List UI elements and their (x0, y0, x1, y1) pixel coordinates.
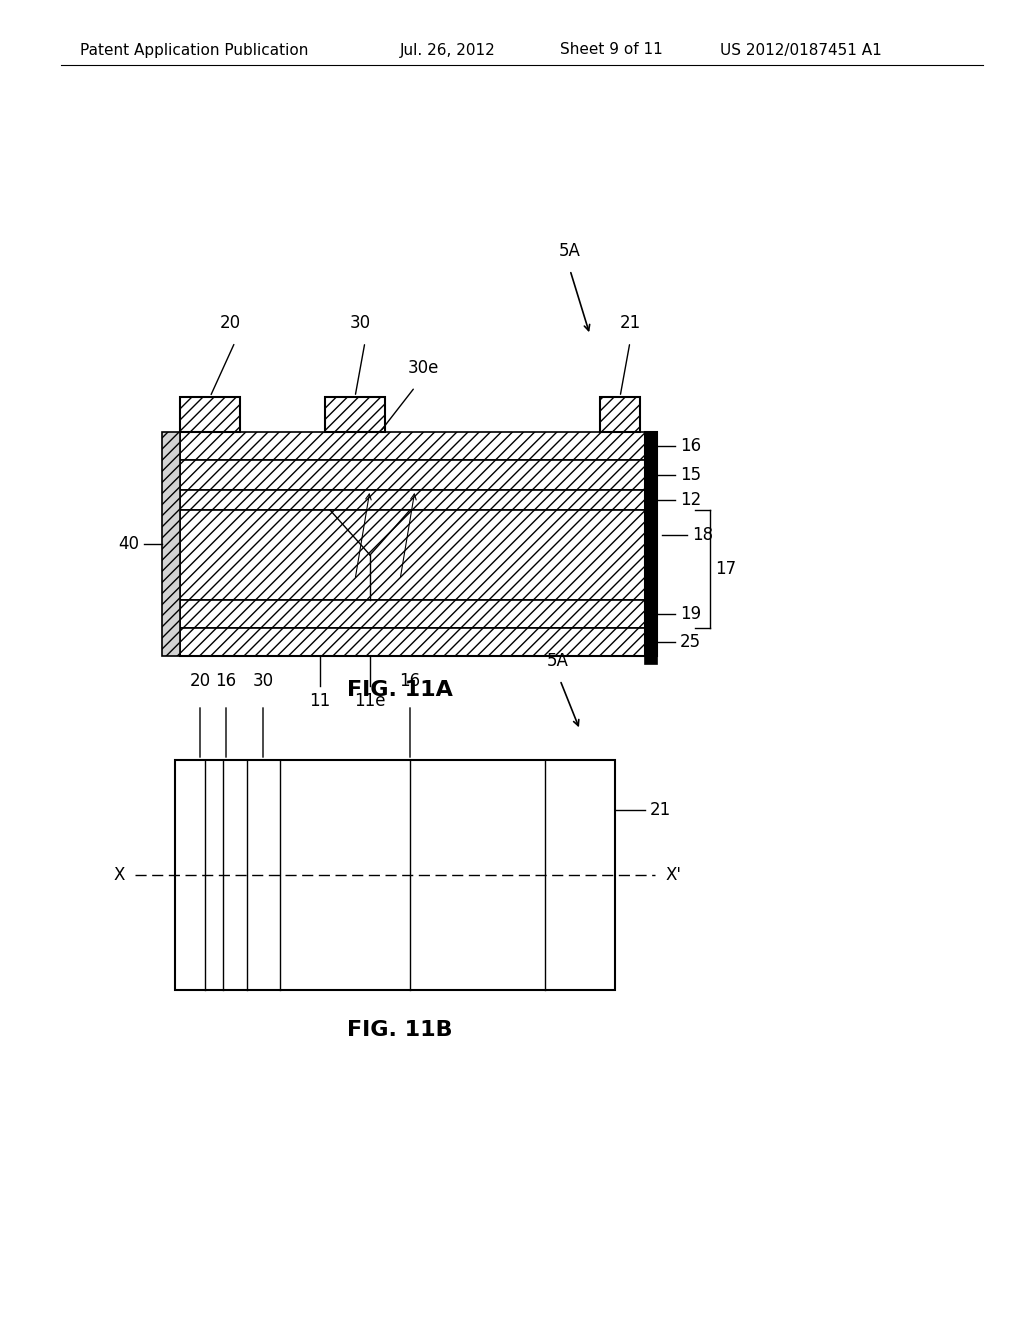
Bar (645, 432, 657, 656)
Text: X: X (114, 866, 125, 884)
Text: 11e: 11e (354, 692, 386, 710)
Text: 25: 25 (680, 634, 701, 651)
Bar (180, 490, 645, 510)
Text: 21: 21 (650, 801, 672, 818)
Text: X': X' (665, 866, 681, 884)
Text: 15: 15 (680, 466, 701, 484)
Text: 16: 16 (680, 437, 701, 455)
Text: 30: 30 (253, 672, 273, 690)
Text: 19: 19 (680, 605, 701, 623)
Text: Jul. 26, 2012: Jul. 26, 2012 (400, 42, 496, 58)
Bar (162, 432, 180, 656)
Bar (180, 432, 645, 459)
Bar (175, 760, 615, 990)
Bar (180, 397, 240, 432)
Text: FIG. 11A: FIG. 11A (347, 680, 453, 700)
Text: 5A: 5A (559, 242, 581, 260)
Text: 40: 40 (118, 535, 139, 553)
Text: Patent Application Publication: Patent Application Publication (80, 42, 308, 58)
Text: Sheet 9 of 11: Sheet 9 of 11 (560, 42, 663, 58)
Bar (325, 397, 385, 432)
Text: 18: 18 (692, 525, 713, 544)
Bar (180, 459, 645, 490)
Text: 30: 30 (349, 314, 371, 333)
Text: 17: 17 (715, 560, 736, 578)
Bar (180, 628, 645, 656)
Text: 11: 11 (309, 692, 331, 710)
Bar (645, 656, 657, 664)
Text: 20: 20 (189, 672, 211, 690)
Text: 16: 16 (399, 672, 421, 690)
Text: 12: 12 (680, 491, 701, 510)
Text: FIG. 11B: FIG. 11B (347, 1020, 453, 1040)
Text: 21: 21 (620, 314, 641, 333)
Text: 5A: 5A (547, 652, 569, 671)
Bar (180, 510, 645, 601)
Bar (600, 397, 640, 432)
Text: 16: 16 (215, 672, 237, 690)
Text: 30e: 30e (408, 359, 438, 378)
Text: US 2012/0187451 A1: US 2012/0187451 A1 (720, 42, 882, 58)
Bar (180, 601, 645, 628)
Text: 20: 20 (219, 314, 241, 333)
